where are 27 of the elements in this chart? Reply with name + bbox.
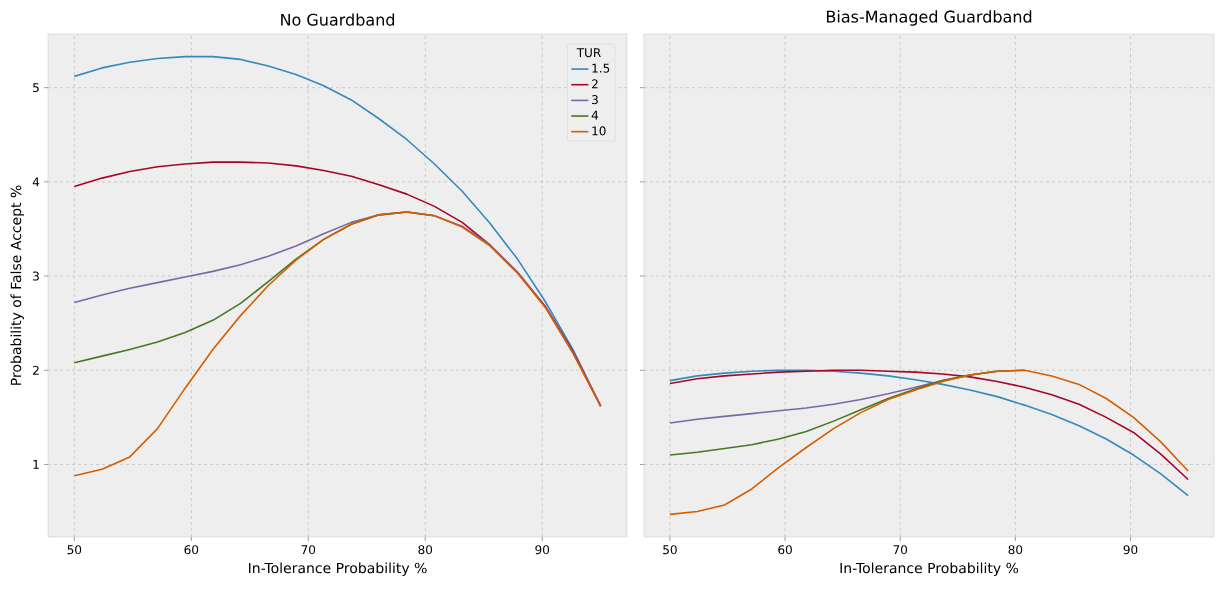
x-tick-label: 70 xyxy=(301,545,316,555)
y-tick-label: 5 xyxy=(33,83,39,93)
y-axis-title: Probability of False Accept % xyxy=(10,185,24,385)
x-tick-label: 60 xyxy=(778,545,792,555)
chart-title: No Guardband xyxy=(281,13,395,26)
y-tick-label: 2 xyxy=(33,365,39,375)
legend-label: 2 xyxy=(592,79,598,89)
x-axis-title: In-Tolerance Probability % xyxy=(249,562,427,577)
legend-label: 4 xyxy=(591,110,599,120)
x-tick-label: 60 xyxy=(184,545,199,555)
x-tick-label: 70 xyxy=(893,545,908,555)
x-tick-label: 50 xyxy=(663,545,677,555)
x-tick-label: 80 xyxy=(418,545,433,555)
legend-label: 10 xyxy=(592,126,606,136)
x-tick-label: 90 xyxy=(1123,545,1138,555)
legend-title: TUR xyxy=(576,48,601,58)
x-tick-label: 80 xyxy=(1008,545,1023,555)
y-tick-label: 4 xyxy=(32,177,40,187)
x-tick-label: 90 xyxy=(535,545,550,555)
x-tick-label: 50 xyxy=(67,545,82,555)
legend-label: 1.5 xyxy=(592,63,610,73)
line-series xyxy=(73,211,602,477)
chart-title: Bias-Managed Guardband xyxy=(826,10,1032,26)
y-tick-label: 3 xyxy=(33,271,39,281)
y-tick-label: 1 xyxy=(33,460,39,469)
legend-label: 3 xyxy=(592,95,598,105)
x-axis-title: In-Tolerance Probability % xyxy=(840,562,1019,577)
